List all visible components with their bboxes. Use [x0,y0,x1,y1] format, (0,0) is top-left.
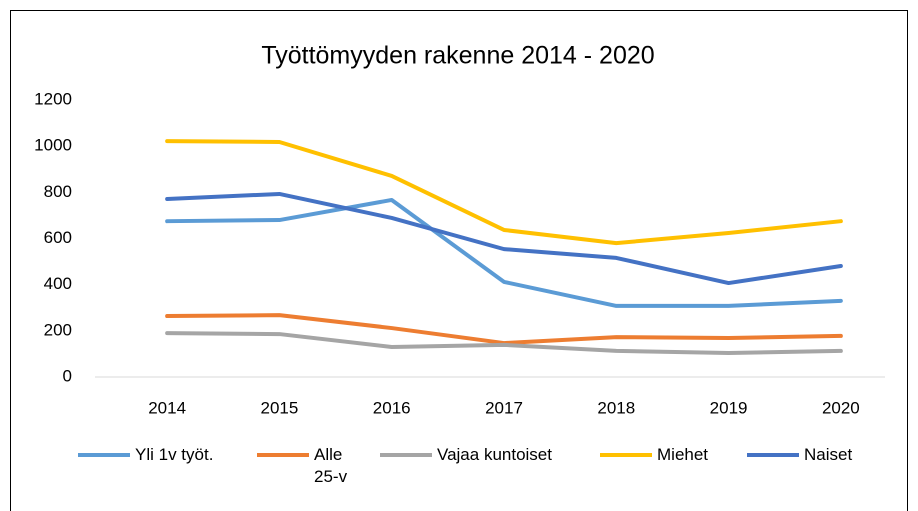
legend-item: Naiset [747,444,852,466]
legend-swatch [600,453,652,457]
legend-label: Vajaa kuntoiset [437,445,552,464]
chart-border [10,10,908,511]
legend-swatch [257,453,309,457]
legend-item: Alle 25-v [257,444,356,488]
legend-label: Yli 1v työt. [135,445,214,464]
line-series [165,313,843,346]
legend-swatch [78,453,130,457]
legend-label: Alle 25-v [314,445,348,486]
y-tick-label: 800 [44,182,72,201]
y-tick-label: 600 [44,228,72,247]
line-series [165,139,843,246]
legend-item: Miehet [600,444,708,466]
legend-label: Naiset [804,445,853,464]
x-tick-label: 2016 [373,398,411,417]
line-series [165,191,843,286]
x-tick-label: 2015 [261,398,299,417]
chart-title: Työttömyyden rakenne 2014 - 2020 [261,42,654,70]
legend-swatch [747,453,799,457]
line-series [165,331,843,355]
line-series [165,197,843,308]
x-tick-label: 2018 [597,398,635,417]
y-tick-label: 200 [44,320,72,339]
x-tick-label: 2014 [148,398,186,417]
legend-label: Miehet [657,445,709,464]
y-tick-label: 0 [63,366,72,385]
legend-swatch [380,453,432,457]
legend-item: Yli 1v työt. [78,444,213,466]
legend-item: Vajaa kuntoiset [380,444,552,466]
x-tick-label: 2020 [822,398,860,417]
x-tick-label: 2017 [485,398,523,417]
y-tick-label: 1000 [34,136,72,155]
x-tick-label: 2019 [710,398,748,417]
y-tick-label: 1200 [34,89,72,108]
y-tick-label: 400 [44,274,72,293]
